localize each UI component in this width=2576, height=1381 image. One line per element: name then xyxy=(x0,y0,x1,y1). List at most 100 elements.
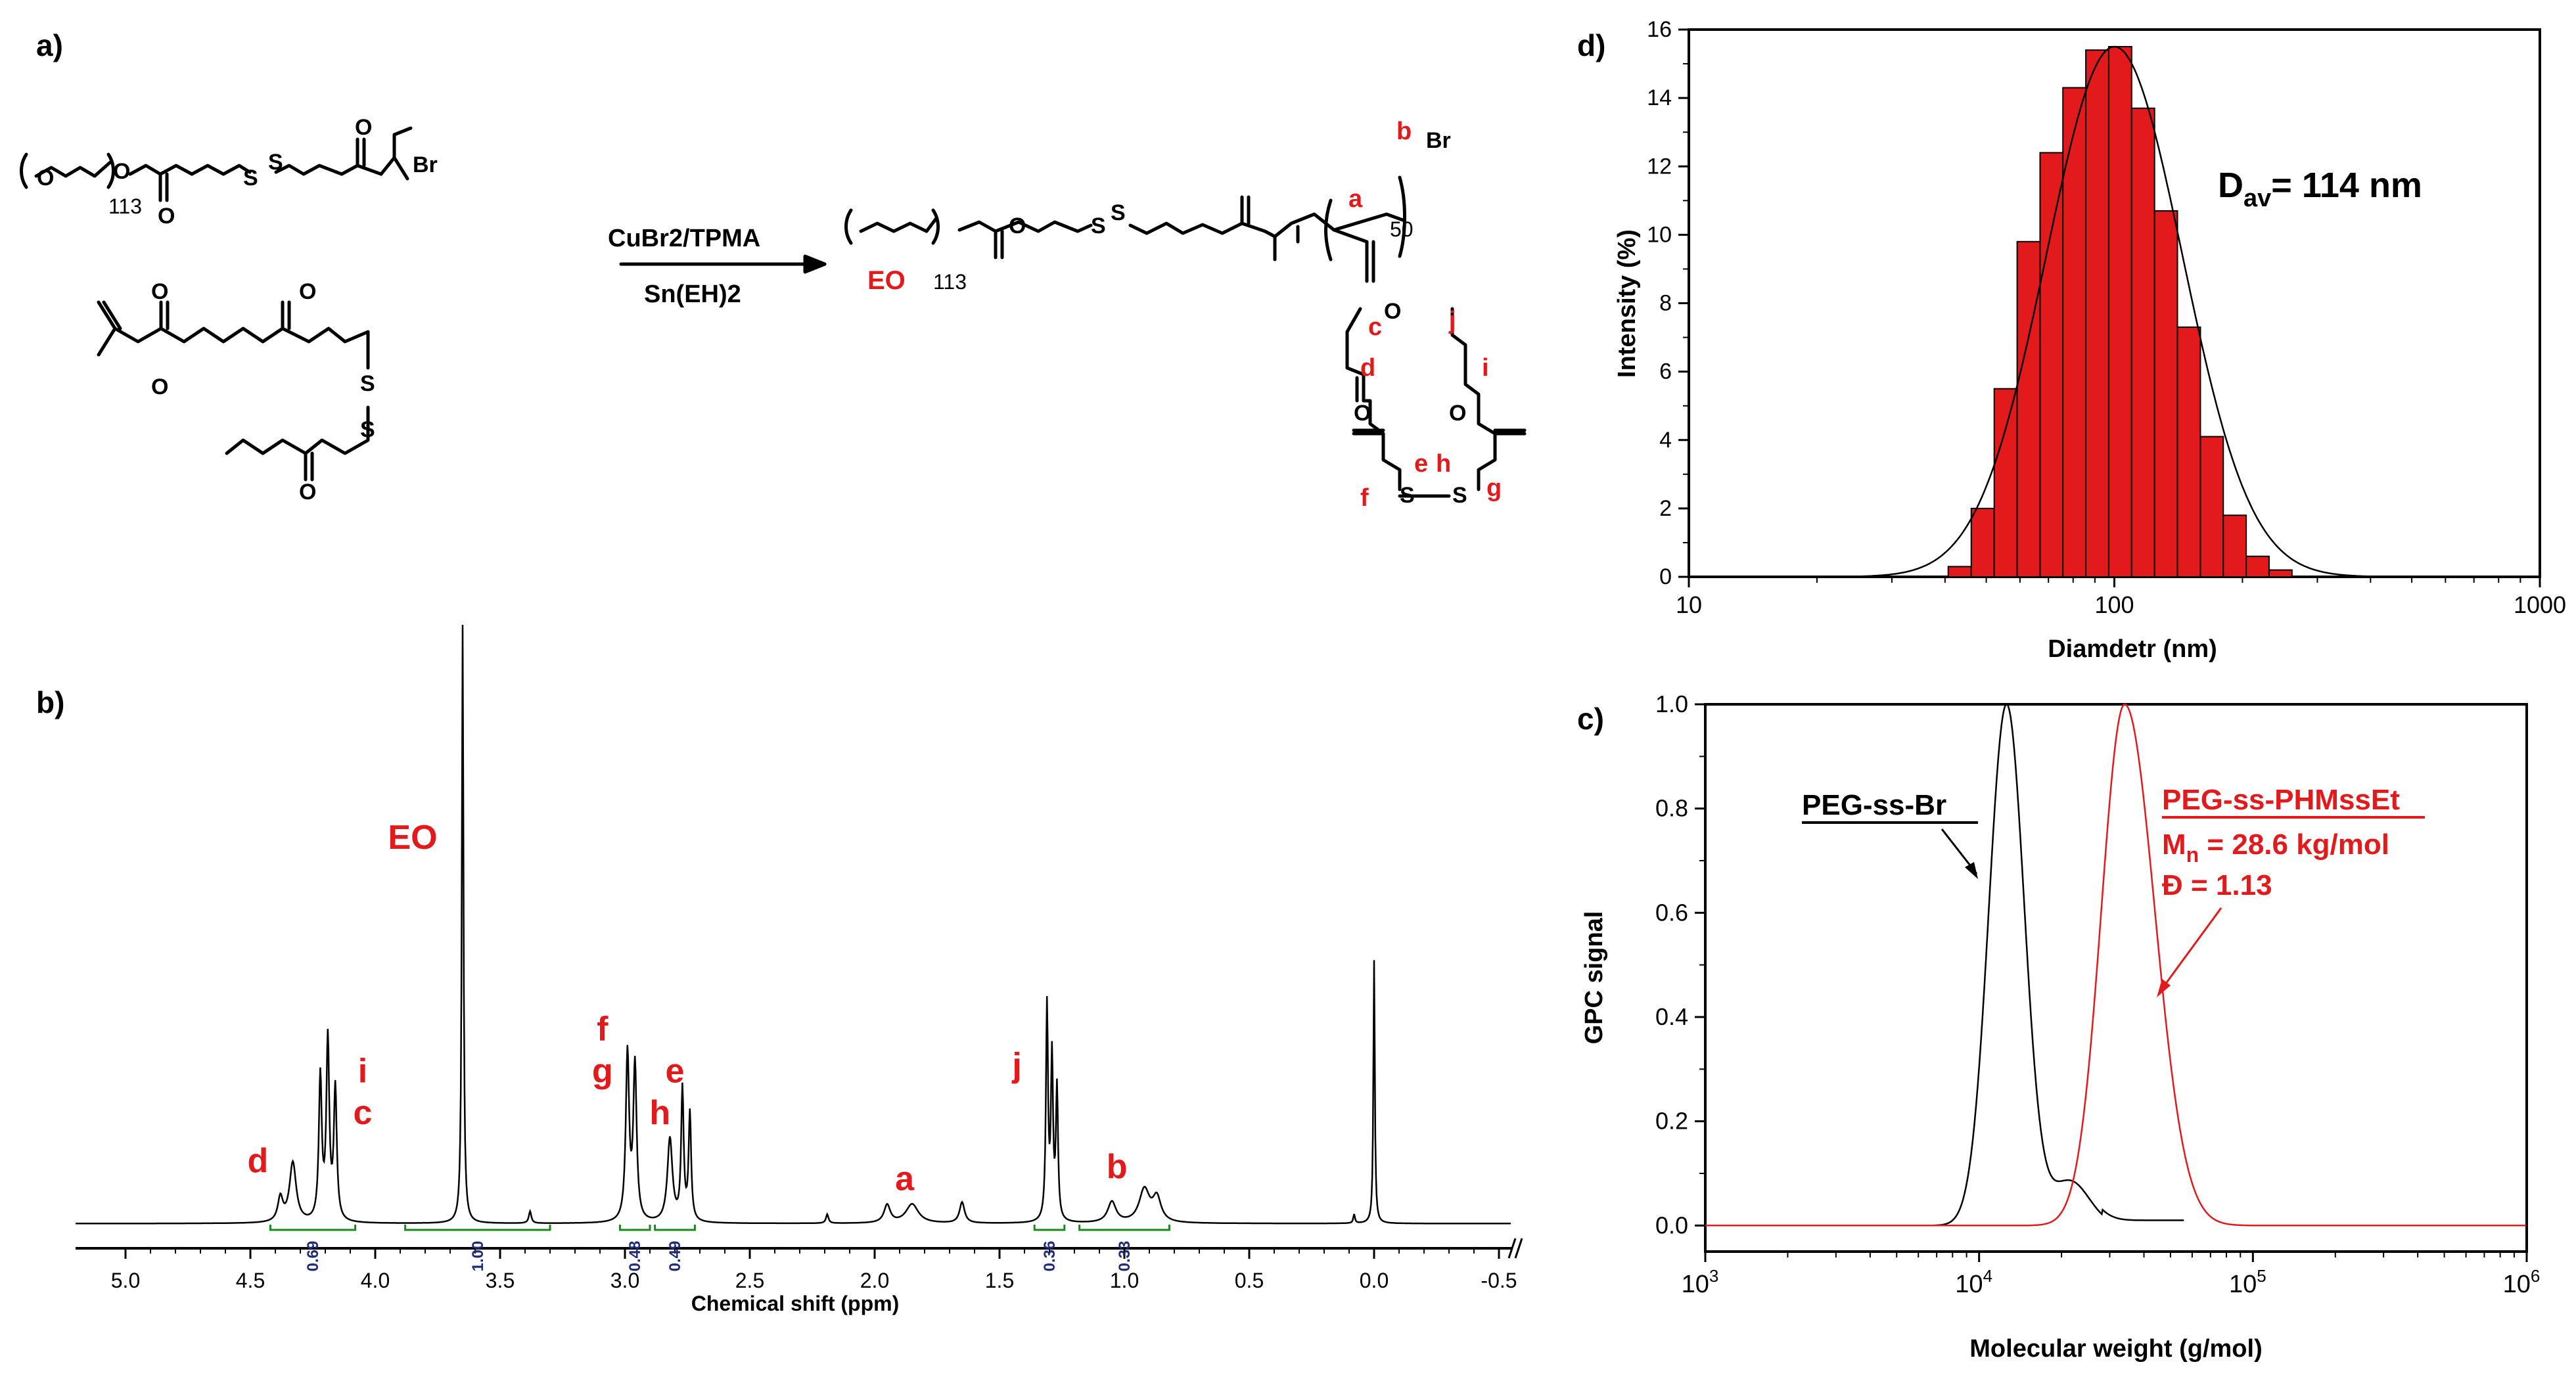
nmr-peak-label: j xyxy=(1011,1046,1021,1084)
atom-o: O xyxy=(1354,401,1371,426)
assignment-letter-d: d xyxy=(1360,354,1375,382)
peg-repeat-number: 113 xyxy=(108,194,142,218)
atom-o: O xyxy=(1449,401,1466,426)
nmr-integral-bracket xyxy=(269,1225,357,1231)
atom-o: O xyxy=(37,166,54,191)
gpc-y-tick-label: 0.4 xyxy=(1655,1003,1688,1030)
gpc-legend-red-label: PEG-ss-PHMssEt xyxy=(2162,784,2400,816)
dls-y-axis-title: Intensity (%) xyxy=(1613,229,1641,378)
arrowhead-icon xyxy=(2157,979,2171,997)
dls-y-tick-label: 10 xyxy=(1647,222,1672,247)
nmr-tick-label: 0.5 xyxy=(1235,1269,1264,1292)
gpc-pointer-arrow-red xyxy=(2161,907,2222,989)
atom-s: S xyxy=(1091,214,1106,238)
eo-tag: EO xyxy=(867,266,906,295)
nmr-tick-label: 5.0 xyxy=(111,1269,140,1292)
panel-label-b: b) xyxy=(36,685,64,719)
dls-bars xyxy=(1947,46,2293,578)
nmr-integral-bracket xyxy=(618,1225,651,1231)
atom-s: S xyxy=(360,417,375,442)
panel-label-c: c) xyxy=(1577,702,1604,736)
atom-o: O xyxy=(355,115,372,140)
polymer-structure xyxy=(844,175,1527,498)
tick-base: 10 xyxy=(2503,1271,2531,1298)
tick-base: 10 xyxy=(2229,1271,2257,1298)
mn-main: M xyxy=(2162,828,2186,861)
scheme-atom-labels: O O O S S O Br O O O S S O Br O S S O O … xyxy=(37,115,1467,508)
dls-bar xyxy=(2153,210,2178,577)
atom-s: S xyxy=(1400,483,1415,508)
gpc-dispersity-annotation: Đ = 1.13 xyxy=(2162,869,2272,901)
nmr-peak-label: h xyxy=(649,1094,670,1132)
dls-bar xyxy=(2176,326,2201,577)
dls-y-tick-label: 14 xyxy=(1647,85,1672,110)
arrowhead-icon xyxy=(1965,862,1978,879)
assignment-letter-e: e xyxy=(1414,450,1428,478)
atom-o: O xyxy=(113,159,130,184)
nmr-integral-value: 0.69 xyxy=(304,1241,322,1272)
initiator-structure xyxy=(20,126,413,202)
axis-break-icon xyxy=(1507,1238,1523,1259)
dls-bar xyxy=(2039,152,2064,578)
nmr-integral-bracket xyxy=(404,1225,551,1231)
atom-o: O xyxy=(158,204,175,229)
dls-bar xyxy=(2016,240,2041,577)
dls-y-tick-label: 6 xyxy=(1659,359,1672,384)
assignment-letter-a: a xyxy=(1348,185,1363,213)
reagent-reducing-agent: Sn(EH)2 xyxy=(644,281,741,308)
nmr-integral-value: 0.49 xyxy=(666,1241,684,1272)
peg-repeat-number-product: 113 xyxy=(933,270,967,294)
atom-o: O xyxy=(299,480,316,505)
nmr-peak-label: e xyxy=(666,1052,685,1090)
dls-bar xyxy=(2199,436,2224,578)
dls-bar xyxy=(1947,566,1972,577)
dls-x-axis-title: Diamdetr (nm) xyxy=(2048,635,2217,663)
assignment-letter-j: j xyxy=(1448,307,1456,334)
tick-base: 10 xyxy=(1955,1271,1983,1298)
nmr-integral-value: 0.48 xyxy=(626,1241,644,1272)
nmr-tick-label: 2.5 xyxy=(735,1269,764,1292)
assignment-letter-b: b xyxy=(1396,118,1412,145)
assignment-letters: a b c d e f g h i j xyxy=(1348,118,1502,512)
nmr-spectrum-line xyxy=(76,624,1511,1225)
dls-bar xyxy=(2222,514,2247,577)
nmr-integral-value: 0.36 xyxy=(1041,1241,1059,1272)
nmr-tick-label: 1.0 xyxy=(1110,1269,1139,1292)
panel-label-d: d) xyxy=(1577,28,1605,62)
gpc-x-axis-title: Molecular weight (g/mol) xyxy=(1969,1335,2262,1363)
assignment-letter-g: g xyxy=(1486,474,1502,502)
dls-bar xyxy=(2062,87,2087,578)
dav-main: D xyxy=(2218,166,2243,205)
nmr-peak-label: EO xyxy=(388,819,437,857)
dls-y-tick-label: 0 xyxy=(1659,564,1672,589)
dls-bar xyxy=(2268,569,2293,578)
gpc-y-tick-label: 0.2 xyxy=(1655,1108,1688,1135)
mn-sub: n xyxy=(2186,843,2199,867)
tick-base: 10 xyxy=(1682,1271,1709,1298)
atom-o: O xyxy=(151,374,168,399)
gpc-y-tick-label: 0.6 xyxy=(1655,899,1688,926)
dls-x-tick-label: 100 xyxy=(2094,591,2134,618)
assignment-letter-i: i xyxy=(1482,354,1489,382)
nmr-peak-label: a xyxy=(895,1160,915,1198)
monomer-structure xyxy=(97,300,370,482)
nmr-tick-label: 0.0 xyxy=(1360,1269,1389,1292)
tick-exponent: 4 xyxy=(1983,1266,1992,1286)
atom-s: S xyxy=(1452,483,1467,508)
dls-bar xyxy=(2085,49,2109,578)
tick-exponent: 6 xyxy=(2531,1266,2540,1286)
gpc-x-tick-label: 106 xyxy=(2503,1266,2541,1298)
nmr-integral-bracket xyxy=(1033,1225,1066,1231)
gpc-x-tick-label: 103 xyxy=(1682,1266,1719,1298)
reaction-scheme xyxy=(20,126,1527,498)
gpc-mn-annotation: Mn = 28.6 kg/mol xyxy=(2162,828,2389,867)
reaction-arrow xyxy=(619,254,827,274)
atom-o: O xyxy=(299,279,316,304)
atom-s: S xyxy=(1111,200,1126,225)
reagent-catalyst: CuBr2/TPMA xyxy=(608,225,760,252)
atom-br: Br xyxy=(413,152,438,177)
nmr-integral-bracket xyxy=(1078,1225,1170,1231)
gpc-trace-peg-ss-phmsset xyxy=(1705,703,2526,1227)
